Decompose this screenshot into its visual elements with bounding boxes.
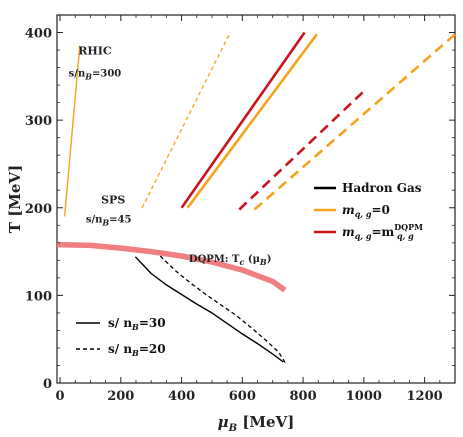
axis-labels: μB [MeV] T [MeV] [6, 165, 294, 434]
annotation-2: SPS [101, 193, 125, 206]
series-line-tc_curve-8 [56, 241, 287, 293]
series-line-hadron_gas-6 [134, 256, 284, 363]
x-tick-label: 200 [107, 389, 134, 404]
x-tick-label: 0 [56, 389, 65, 404]
y-axis-label: T [MeV] [6, 165, 24, 233]
y-tick-label: 100 [25, 289, 52, 304]
series-line-dqpm_mass-4 [238, 90, 365, 211]
annotation-4: DQPM: Tc (μB) [189, 254, 272, 267]
y-tick-label: 400 [25, 27, 52, 42]
series-line-massless-0 [63, 45, 81, 217]
legend-label-massless: mq, g=0 [342, 203, 390, 219]
plot-area [56, 14, 456, 384]
x-axis: 0 200 400 600 800 1000 1200 [56, 15, 456, 404]
annotation-1: s/nB=300 [69, 68, 122, 81]
annotations: RHIC s/nB=300 SPS s/nB=45 DQPM: Tc (μB) [69, 44, 272, 267]
series-line-hadron_gas-7 [159, 255, 287, 365]
x-tick-label: 600 [229, 389, 256, 404]
annotation-3: s/nB=45 [86, 215, 132, 228]
legend-label-dqpm_mass: mq, g=mDQPM q, g [342, 222, 423, 241]
x-tick-label: 1200 [407, 389, 443, 404]
y-tick-label: 0 [43, 377, 52, 392]
y-tick-label: 300 [25, 114, 52, 129]
plot-frame [56, 14, 456, 384]
legends: Hadron Gas mq, g=0 mq, g=mDQPM q, g s/ nB=30… [76, 181, 423, 358]
series-line-dqpm_mass-2 [180, 31, 306, 209]
annotation-0: RHIC [78, 44, 112, 57]
series-line-massless-3 [186, 33, 318, 209]
y-tick-label: 200 [25, 202, 52, 217]
x-tick-label: 800 [290, 389, 317, 404]
x-tick-label: 400 [168, 389, 195, 404]
x-tick-label: 1000 [346, 389, 382, 404]
y-axis: 0 100 200 300 400 [25, 14, 455, 392]
x-axis-label: μB [MeV] [218, 413, 295, 434]
legend2-label-solid: s/ nB=30 [108, 316, 166, 332]
legend2-label-dashed: s/ nB=20 [108, 342, 166, 358]
legend-label-hadron_gas: Hadron Gas [342, 181, 422, 195]
series-line-massless-1 [141, 32, 231, 209]
series-line-massless-5 [253, 33, 456, 211]
